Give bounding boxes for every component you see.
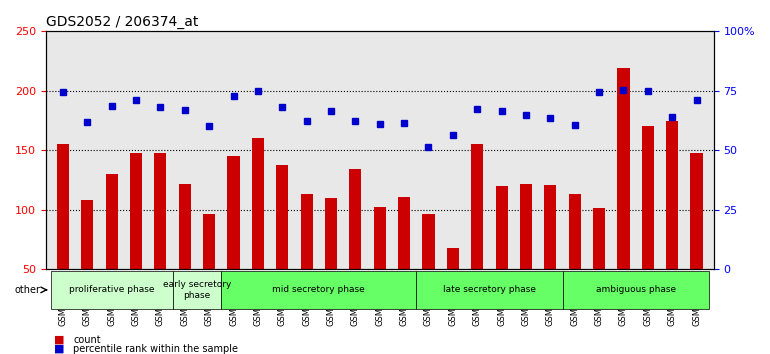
Bar <box>496 186 507 269</box>
Bar <box>398 196 410 269</box>
Text: ambiguous phase: ambiguous phase <box>596 285 676 295</box>
Text: proliferative phase: proliferative phase <box>69 285 155 295</box>
Text: other: other <box>15 285 41 295</box>
Bar <box>618 68 630 269</box>
Bar <box>666 121 678 269</box>
Bar <box>593 209 605 269</box>
Bar <box>154 153 166 269</box>
Bar <box>520 183 532 269</box>
Bar <box>447 248 459 269</box>
Bar <box>544 185 557 269</box>
Bar <box>568 194 581 269</box>
Text: count: count <box>73 335 101 345</box>
Text: mid secretory phase: mid secretory phase <box>273 285 365 295</box>
Bar <box>471 144 484 269</box>
Bar <box>179 183 191 269</box>
FancyBboxPatch shape <box>221 271 417 309</box>
Bar <box>641 126 654 269</box>
Text: GDS2052 / 206374_at: GDS2052 / 206374_at <box>46 15 198 29</box>
FancyBboxPatch shape <box>563 271 708 309</box>
Bar <box>325 198 337 269</box>
Bar <box>57 144 69 269</box>
Bar <box>227 156 239 269</box>
Bar <box>373 207 386 269</box>
Bar <box>691 153 703 269</box>
Text: early secretory
phase: early secretory phase <box>162 280 231 299</box>
Bar <box>276 165 288 269</box>
FancyBboxPatch shape <box>51 271 172 309</box>
Text: ■: ■ <box>54 344 65 354</box>
Bar <box>81 200 93 269</box>
FancyBboxPatch shape <box>172 271 221 309</box>
Text: late secretory phase: late secretory phase <box>443 285 536 295</box>
Bar <box>300 194 313 269</box>
Text: percentile rank within the sample: percentile rank within the sample <box>73 344 238 354</box>
Bar <box>203 215 216 269</box>
Text: ■: ■ <box>54 335 65 345</box>
Bar <box>105 174 118 269</box>
FancyBboxPatch shape <box>417 271 563 309</box>
Bar <box>252 138 264 269</box>
Bar <box>130 153 142 269</box>
Bar <box>423 215 434 269</box>
Bar <box>350 169 361 269</box>
